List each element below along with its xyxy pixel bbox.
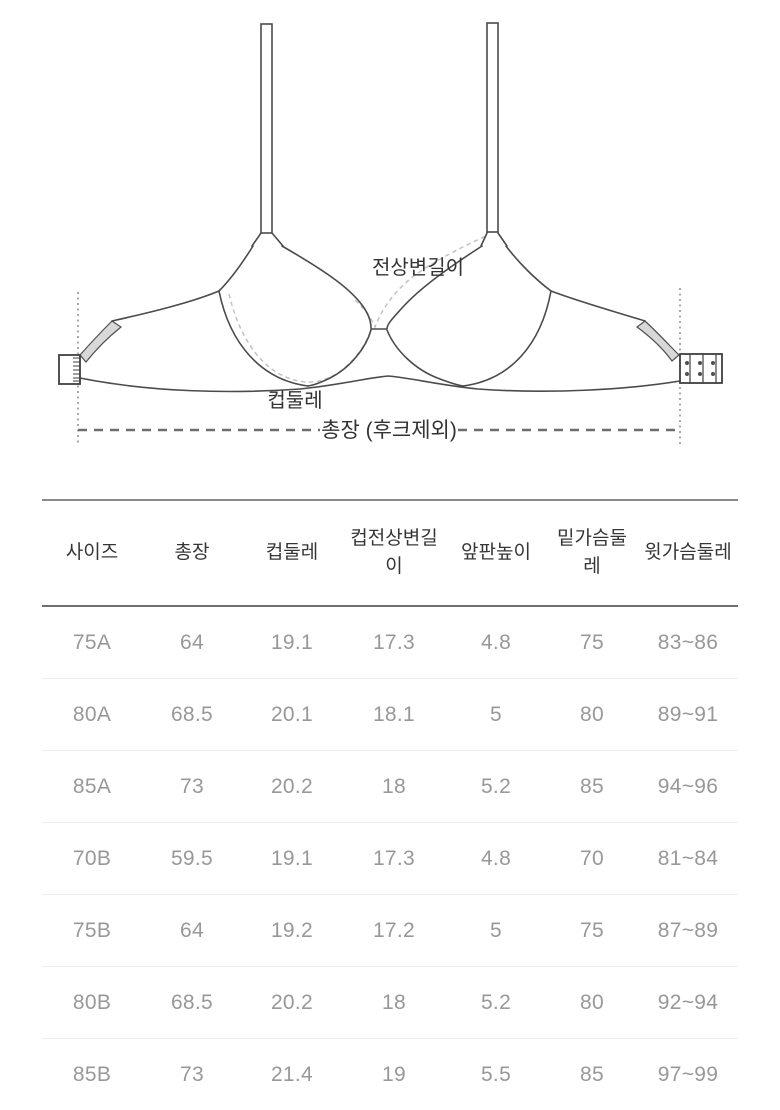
value-cell: 81~84 bbox=[638, 823, 738, 895]
value-cell: 5 bbox=[446, 679, 546, 751]
left-trim-strip bbox=[80, 321, 121, 362]
value-cell: 5.2 bbox=[446, 751, 546, 823]
size-cell: 85A bbox=[42, 751, 142, 823]
value-cell: 20.2 bbox=[242, 751, 342, 823]
value-cell: 75 bbox=[546, 606, 638, 679]
column-header-2: 총장 bbox=[142, 500, 242, 606]
column-header-6: 밑가슴둘 레 bbox=[546, 500, 638, 606]
left-strap-flare bbox=[252, 233, 283, 246]
value-cell: 94~96 bbox=[638, 751, 738, 823]
right-trim-strip bbox=[637, 321, 679, 361]
right-wing-top-edge bbox=[551, 291, 645, 321]
value-cell: 4.8 bbox=[446, 606, 546, 679]
value-cell: 73 bbox=[142, 1039, 242, 1110]
value-cell: 5.2 bbox=[446, 967, 546, 1039]
value-cell: 75 bbox=[546, 895, 638, 967]
size-cell: 75A bbox=[42, 606, 142, 679]
right-hook-band bbox=[680, 354, 722, 383]
column-header-3: 컵둘레 bbox=[242, 500, 342, 606]
cup-circumference-label: 컵둘레 bbox=[267, 389, 322, 412]
value-cell: 20.1 bbox=[242, 679, 342, 751]
column-header-1: 사이즈 bbox=[42, 500, 142, 606]
column-header-4: 컵전상변길 이 bbox=[342, 500, 446, 606]
left-wing-top-edge bbox=[112, 291, 219, 321]
value-cell: 97~99 bbox=[638, 1039, 738, 1110]
cup-circumference-dashed-curve bbox=[229, 294, 370, 382]
value-cell: 18 bbox=[342, 751, 446, 823]
size-cell: 70B bbox=[42, 823, 142, 895]
right-cup-outer-edge bbox=[506, 246, 551, 291]
value-cell: 85 bbox=[546, 1039, 638, 1110]
value-cell: 68.5 bbox=[142, 967, 242, 1039]
bra-measurement-diagram: 전상변길이 컵둘레 총장 (후크제외) bbox=[0, 0, 780, 470]
size-cell: 80B bbox=[42, 967, 142, 1039]
total-length-label: 총장 (후크제외) bbox=[321, 419, 457, 442]
underband-bottom-edge bbox=[80, 376, 680, 391]
size-cell: 80A bbox=[42, 679, 142, 751]
bra-diagram-svg: 전상변길이 컵둘레 총장 (후크제외) bbox=[0, 0, 780, 470]
size-cell: 85B bbox=[42, 1039, 142, 1110]
value-cell: 68.5 bbox=[142, 679, 242, 751]
value-cell: 21.4 bbox=[242, 1039, 342, 1110]
value-cell: 5.5 bbox=[446, 1039, 546, 1110]
value-cell: 17.3 bbox=[342, 606, 446, 679]
value-cell: 92~94 bbox=[638, 967, 738, 1039]
column-header-5: 앞판높이 bbox=[446, 500, 546, 606]
value-cell: 19 bbox=[342, 1039, 446, 1110]
value-cell: 73 bbox=[142, 751, 242, 823]
bra-outline bbox=[80, 23, 680, 391]
value-cell: 89~91 bbox=[638, 679, 738, 751]
value-cell: 85 bbox=[546, 751, 638, 823]
value-cell: 4.8 bbox=[446, 823, 546, 895]
value-cell: 70 bbox=[546, 823, 638, 895]
value-cell: 19.1 bbox=[242, 606, 342, 679]
value-cell: 18 bbox=[342, 967, 446, 1039]
left-cup-outer-edge bbox=[219, 246, 253, 291]
center-gore-left-seam bbox=[308, 330, 371, 386]
value-cell: 19.2 bbox=[242, 895, 342, 967]
column-header-7: 윗가슴둘레 bbox=[638, 500, 738, 606]
value-cell: 18.1 bbox=[342, 679, 446, 751]
value-cell: 64 bbox=[142, 606, 242, 679]
trim-strips bbox=[80, 321, 679, 362]
front-top-edge-dashed-curve bbox=[355, 236, 486, 327]
value-cell: 19.1 bbox=[242, 823, 342, 895]
left-strap bbox=[261, 24, 272, 233]
right-cup-rim bbox=[463, 291, 551, 386]
left-cup-inner-edge bbox=[282, 246, 371, 328]
value-cell: 83~86 bbox=[638, 606, 738, 679]
size-cell: 75B bbox=[42, 895, 142, 967]
front-top-edge-label: 전상변길이 bbox=[372, 256, 464, 279]
value-cell: 80 bbox=[546, 967, 638, 1039]
value-cell: 5 bbox=[446, 895, 546, 967]
left-eye-band bbox=[59, 355, 80, 384]
right-strap-flare bbox=[481, 233, 507, 246]
value-cell: 80 bbox=[546, 679, 638, 751]
value-cell: 87~89 bbox=[638, 895, 738, 967]
right-strap bbox=[487, 23, 498, 232]
value-cell: 17.2 bbox=[342, 895, 446, 967]
value-cell: 64 bbox=[142, 895, 242, 967]
value-cell: 17.3 bbox=[342, 823, 446, 895]
value-cell: 59.5 bbox=[142, 823, 242, 895]
value-cell: 20.2 bbox=[242, 967, 342, 1039]
